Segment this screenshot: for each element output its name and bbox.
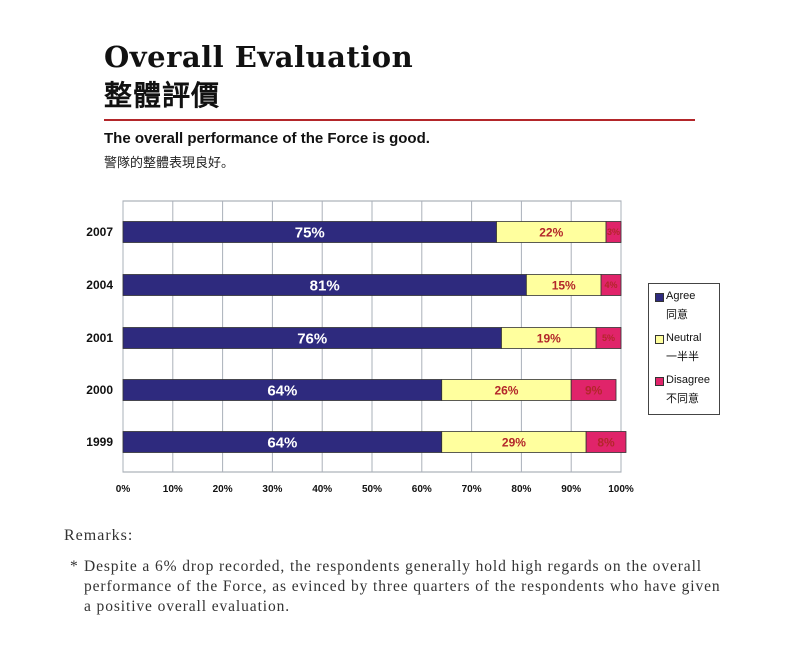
legend-label-neutral: Neutral: [666, 332, 702, 344]
remarks-text: Despite a 6% drop recorded, the responde…: [84, 558, 721, 615]
category-label: 2004: [86, 278, 113, 292]
chart-legend: Agree 同意 Neutral 一半半 Disagree 不同意: [648, 283, 720, 415]
x-tick-label: 40%: [312, 484, 332, 495]
data-label-agree: 64%: [267, 382, 297, 399]
legend-item-disagree: Disagree 不同意: [655, 374, 719, 416]
legend-label-disagree-chinese: 不同意: [666, 392, 699, 405]
data-label-neutral: 19%: [537, 331, 561, 345]
bar-segment-disagree: [605, 221, 622, 243]
data-label-agree: 76%: [297, 330, 327, 347]
legend-swatch-disagree: [655, 377, 664, 386]
x-tick-label: 20%: [213, 484, 233, 495]
data-label-agree: 75%: [295, 224, 325, 241]
x-tick-label: 10%: [163, 484, 183, 495]
data-label-neutral: 29%: [502, 435, 526, 449]
x-tick-label: 90%: [561, 484, 581, 495]
data-label-disagree: 4%: [605, 280, 618, 290]
data-label-neutral: 15%: [552, 278, 576, 292]
survey-question: The overall performance of the Force is …: [104, 130, 430, 147]
bar-segment-disagree: [570, 379, 617, 401]
x-tick-label: 80%: [511, 484, 531, 495]
legend-item-agree: Agree 同意: [655, 290, 719, 332]
category-label: 2007: [86, 225, 113, 239]
category-label: 1999: [86, 435, 113, 449]
survey-question-chinese: 警隊的整體表現良好。: [104, 156, 235, 171]
page-title-chinese: 整體評價: [104, 79, 221, 112]
remarks-heading: Remarks:: [64, 527, 134, 544]
legend-label-agree: Agree: [666, 290, 696, 302]
x-tick-label: 50%: [362, 484, 382, 495]
page-title: Overall Evaluation: [104, 40, 414, 74]
data-label-disagree: 9%: [585, 383, 603, 397]
x-tick-label: 100%: [608, 484, 634, 495]
data-label-neutral: 22%: [539, 225, 563, 239]
legend-swatch-agree: [655, 293, 664, 302]
data-label-neutral: 26%: [494, 383, 518, 397]
x-tick-label: 0%: [116, 484, 131, 495]
legend-label-agree-chinese: 同意: [666, 308, 688, 321]
x-tick-label: 30%: [262, 484, 282, 495]
bar-segment-disagree: [595, 327, 622, 349]
data-label-disagree: 8%: [597, 435, 615, 449]
x-tick-label: 70%: [462, 484, 482, 495]
x-tick-label: 60%: [412, 484, 432, 495]
category-label: 2001: [86, 331, 113, 345]
bar-segment-disagree: [600, 274, 622, 296]
legend-label-disagree: Disagree: [666, 374, 711, 386]
legend-swatch-neutral: [655, 335, 664, 344]
data-label-disagree: 3%: [607, 227, 620, 237]
category-label: 2000: [86, 383, 113, 397]
remarks-body: * Despite a 6% drop recorded, the respon…: [70, 557, 730, 617]
data-label-agree: 81%: [310, 277, 340, 294]
title-divider: [104, 119, 695, 121]
data-label-agree: 64%: [267, 434, 297, 451]
legend-label-neutral-chinese: 一半半: [666, 350, 699, 363]
bar-segment-disagree: [585, 431, 627, 453]
remarks-bullet: *: [70, 558, 79, 575]
legend-item-neutral: Neutral 一半半: [655, 332, 719, 374]
data-label-disagree: 5%: [602, 333, 615, 343]
